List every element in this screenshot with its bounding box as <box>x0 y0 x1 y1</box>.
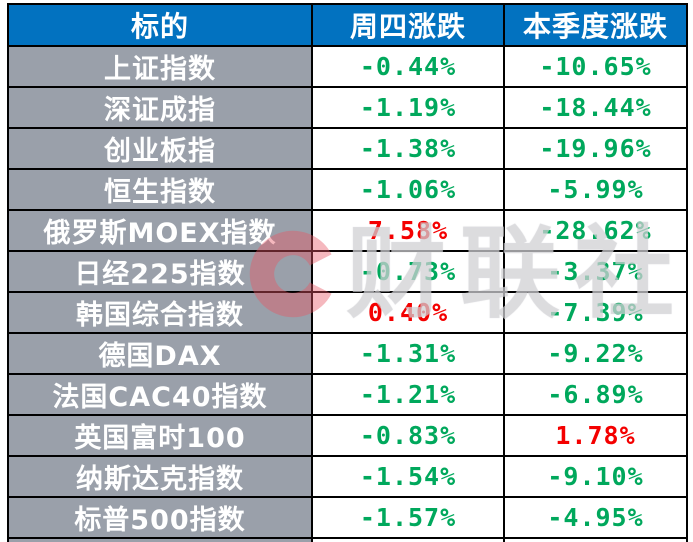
quarter-change: -4.95% <box>503 496 688 539</box>
table-row: 恒生指数 -1.06% -5.99% <box>7 168 688 211</box>
index-name: 德国DAX <box>7 332 313 375</box>
header-cell-target: 标的 <box>7 3 313 47</box>
thursday-change: -1.31% <box>311 332 505 375</box>
quarter-change: -7.39% <box>503 291 688 334</box>
table-row: 法国CAC40指数 -1.21% -6.89% <box>7 373 688 416</box>
index-name: 韩国综合指数 <box>7 291 313 334</box>
thursday-change: -1.54% <box>311 455 505 498</box>
index-name: 深证成指 <box>7 86 313 129</box>
table-header-row: 标的 周四涨跌 本季度涨跌 <box>7 3 688 47</box>
thursday-change: -1.19% <box>311 86 505 129</box>
thursday-change: -0.44% <box>311 45 505 88</box>
thursday-change: -1.57% <box>311 496 505 539</box>
index-name: 标普500指数 <box>7 496 313 539</box>
table-row: 创业板指 -1.38% -19.96% <box>7 127 688 170</box>
quarter-change: -10.65% <box>503 45 688 88</box>
index-name: 英国富时100 <box>7 414 313 457</box>
header-cell-quarter: 本季度涨跌 <box>503 3 688 47</box>
index-name: 道琼斯指数 <box>7 537 313 542</box>
table-row: 道琼斯指数 -1.56% -4.57% <box>7 537 688 542</box>
thursday-change: -1.38% <box>311 127 505 170</box>
table-row: 深证成指 -1.19% -18.44% <box>7 86 688 129</box>
index-name: 日经225指数 <box>7 250 313 293</box>
quarter-change: -3.37% <box>503 250 688 293</box>
thursday-change: 0.40% <box>311 291 505 334</box>
thursday-change: -0.83% <box>311 414 505 457</box>
thursday-change: -1.06% <box>311 168 505 211</box>
table-row: 纳斯达克指数 -1.54% -9.10% <box>7 455 688 498</box>
index-name: 上证指数 <box>7 45 313 88</box>
quarter-change: -9.22% <box>503 332 688 375</box>
table-row: 英国富时100 -0.83% 1.78% <box>7 414 688 457</box>
index-name: 恒生指数 <box>7 168 313 211</box>
table-row: 韩国综合指数 0.40% -7.39% <box>7 291 688 334</box>
thursday-change: -1.56% <box>311 537 505 542</box>
quarter-change: -9.10% <box>503 455 688 498</box>
quarter-change: -5.99% <box>503 168 688 211</box>
index-name: 纳斯达克指数 <box>7 455 313 498</box>
quarter-change: -6.89% <box>503 373 688 416</box>
quarter-change: -18.44% <box>503 86 688 129</box>
table-row: 日经225指数 -0.73% -3.37% <box>7 250 688 293</box>
quarter-change: -28.62% <box>503 209 688 252</box>
quarter-change: -19.96% <box>503 127 688 170</box>
thursday-change: 7.58% <box>311 209 505 252</box>
thursday-change: -1.21% <box>311 373 505 416</box>
table-row: 德国DAX -1.31% -9.22% <box>7 332 688 375</box>
quarter-change: -4.57% <box>503 537 688 542</box>
index-name: 法国CAC40指数 <box>7 373 313 416</box>
index-name: 俄罗斯MOEX指数 <box>7 209 313 252</box>
table-row: 标普500指数 -1.57% -4.95% <box>7 496 688 539</box>
table-body: 上证指数 -0.44% -10.65% 深证成指 -1.19% -18.44% … <box>7 45 688 542</box>
table-row: 上证指数 -0.44% -10.65% <box>7 45 688 88</box>
table-row: 俄罗斯MOEX指数 7.58% -28.62% <box>7 209 688 252</box>
header-cell-thursday: 周四涨跌 <box>311 3 505 47</box>
thursday-change: -0.73% <box>311 250 505 293</box>
index-name: 创业板指 <box>7 127 313 170</box>
market-index-table: 标的 周四涨跌 本季度涨跌 上证指数 -0.44% -10.65% 深证成指 -… <box>7 3 688 542</box>
quarter-change: 1.78% <box>503 414 688 457</box>
